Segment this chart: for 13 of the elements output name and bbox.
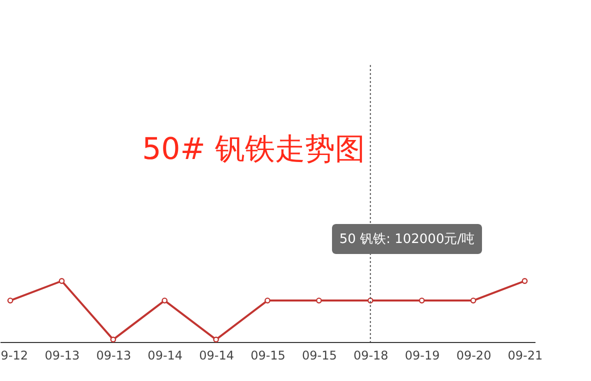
chart-title: 50# 钒铁走势图 — [142, 132, 365, 167]
text: 50 钒铁: 102000元/吨 — [339, 232, 475, 247]
x-tick-label: 09-13 — [44, 348, 80, 362]
x-tick-label: 09-21 — [508, 348, 543, 362]
x-tick-label: 09-14 — [148, 348, 183, 362]
x-tick-label: 09-15 — [302, 348, 337, 362]
x-tick-label: 09-13 — [96, 348, 132, 362]
x-tick-label: 9-12 — [0, 348, 28, 362]
x-tick-label: 09-14 — [199, 348, 234, 362]
x-tick-label: 09-19 — [404, 348, 440, 362]
x-tick-label: 09-20 — [456, 348, 492, 362]
x-tick-label: 09-15 — [250, 348, 286, 362]
x-tick-label: 09-18 — [353, 348, 388, 362]
